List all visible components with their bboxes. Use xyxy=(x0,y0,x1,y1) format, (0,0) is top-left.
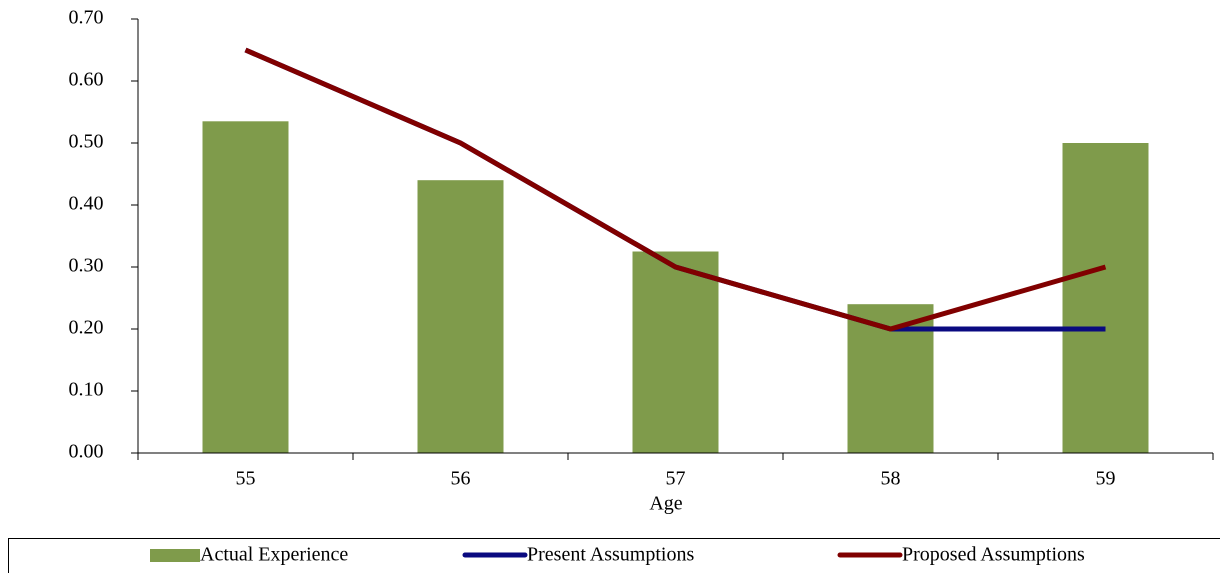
y-tick-label: 0.50 xyxy=(69,131,104,153)
y-tick-label: 0.00 xyxy=(69,441,104,463)
x-tick-label: 56 xyxy=(451,468,471,490)
y-tick-label: 0.10 xyxy=(69,379,104,401)
legend xyxy=(8,538,1220,573)
bar xyxy=(632,251,719,453)
legend-label: Present Assumptions xyxy=(527,544,694,566)
x-tick-label: 59 xyxy=(1096,468,1116,490)
bar xyxy=(417,180,504,453)
line xyxy=(244,47,1107,332)
y-tick-label: 0.20 xyxy=(69,317,104,339)
legend-swatch xyxy=(150,549,200,562)
y-tick-label: 0.40 xyxy=(69,193,104,215)
y-tick-label: 0.60 xyxy=(69,69,104,91)
bar xyxy=(202,121,289,454)
x-axis-title: Age xyxy=(649,493,682,515)
y-tick-label: 0.70 xyxy=(69,7,104,29)
x-tick-label: 55 xyxy=(236,468,256,490)
legend-label: Actual Experience xyxy=(200,544,348,566)
x-tick-label: 58 xyxy=(881,468,901,490)
legend-label: Proposed Assumptions xyxy=(902,544,1085,566)
bar xyxy=(1062,143,1149,453)
x-tick-label: 57 xyxy=(666,468,686,490)
y-tick-label: 0.30 xyxy=(69,255,104,277)
